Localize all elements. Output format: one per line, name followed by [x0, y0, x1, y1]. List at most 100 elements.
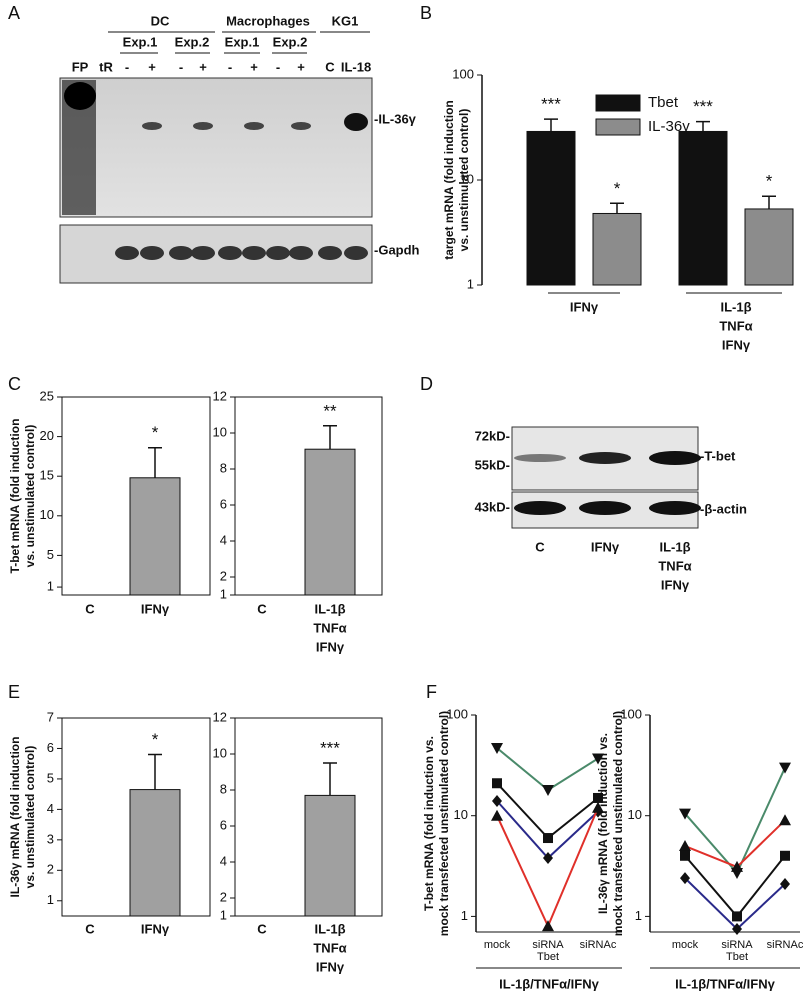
marker	[543, 833, 553, 844]
band-label: -Gapdh	[374, 242, 420, 257]
lane-label: TNFα	[658, 558, 691, 573]
panel-label: E	[8, 682, 20, 702]
marker	[780, 877, 790, 890]
marker	[543, 852, 553, 865]
y-tick-label: 1	[47, 892, 54, 907]
band	[579, 452, 631, 464]
bar	[744, 208, 794, 286]
y-tick-label: 4	[220, 853, 227, 868]
marker	[592, 753, 604, 765]
significance: ***	[541, 95, 561, 114]
bar	[304, 448, 356, 596]
significance: ***	[693, 97, 713, 116]
marker	[680, 850, 690, 861]
y-axis-label: vs. unstimulated control)	[23, 746, 37, 889]
x-tick-label: TNFα	[313, 940, 346, 955]
marker	[679, 808, 691, 820]
band	[191, 246, 215, 260]
y-tick-label: 20	[40, 428, 54, 443]
significance: *	[766, 172, 773, 191]
band	[266, 246, 290, 260]
error-bar	[323, 425, 337, 450]
marker	[732, 922, 742, 935]
band	[344, 246, 368, 260]
band	[169, 246, 193, 260]
y-tick-label: 1	[47, 579, 54, 594]
x-tick-label: IL-1β	[314, 921, 345, 936]
y-tick-label: 10	[460, 171, 474, 186]
significance: **	[323, 401, 337, 420]
band	[289, 246, 313, 260]
y-tick-label: 1	[220, 586, 227, 601]
marker	[679, 840, 691, 852]
band	[193, 122, 213, 130]
y-tick-label: 2	[220, 568, 227, 583]
y-tick-label: 10	[40, 507, 54, 522]
y-tick-label: 6	[47, 740, 54, 755]
y-tick-label: 7	[47, 709, 54, 724]
y-tick-label: 2	[220, 889, 227, 904]
error-bar	[610, 202, 624, 214]
band	[344, 113, 368, 131]
band	[579, 501, 631, 515]
band	[242, 246, 266, 260]
size-marker: 72kD-	[475, 428, 510, 443]
band	[514, 501, 566, 515]
x-axis-label: IL-1β/TNFα/IFNγ	[499, 976, 599, 991]
y-tick-label: 1	[461, 908, 468, 923]
error-bar	[148, 446, 162, 478]
y-tick-label: 5	[47, 770, 54, 785]
y-tick-label: 10	[213, 424, 227, 439]
marker	[680, 872, 690, 885]
band	[64, 82, 96, 110]
legend-label: IL-36γ	[648, 118, 690, 135]
series-line	[684, 767, 786, 875]
x-tick-label: siRNA	[721, 939, 753, 951]
size-marker: 55kD-	[475, 457, 510, 472]
marker	[593, 792, 603, 803]
lane-label: -	[228, 59, 232, 74]
x-tick-label: IFNγ	[316, 959, 345, 974]
band	[318, 246, 342, 260]
x-tick-label: TNFα	[719, 318, 752, 333]
experiment-label: Exp.1	[123, 34, 158, 49]
x-tick-label: siRNA	[532, 939, 564, 951]
marker	[542, 920, 554, 932]
y-axis-label: T-bet mRNA (fold induction vs.	[422, 736, 436, 911]
x-tick-label: siRNAc	[580, 939, 617, 951]
band	[649, 451, 701, 465]
y-axis-label: T-bet mRNA (fold induction	[8, 419, 22, 574]
y-tick-label: 4	[47, 801, 54, 816]
band-label: -β-actin	[700, 501, 747, 516]
marker	[542, 784, 554, 796]
marker	[492, 794, 502, 807]
band	[514, 454, 566, 462]
x-tick-label: siRNAc	[767, 939, 804, 951]
error-bar	[544, 118, 558, 132]
panel-label: F	[426, 682, 437, 702]
legend-swatch	[595, 118, 641, 136]
y-tick-label: 12	[213, 388, 227, 403]
y-tick-label: 25	[40, 388, 54, 403]
error-bar	[762, 195, 776, 209]
y-tick-label: 3	[47, 831, 54, 846]
band	[244, 122, 264, 130]
y-axis-label: mock transfected unstimulated control)	[437, 711, 451, 936]
lane-label: +	[199, 59, 207, 74]
marker	[779, 762, 791, 774]
y-tick-label: 8	[220, 460, 227, 475]
y-axis-label: IL-36γ mRNA (fold induction vs.	[596, 733, 610, 914]
x-tick-label: IFNγ	[722, 337, 751, 352]
lane-label: -	[179, 59, 183, 74]
panel-label: D	[420, 374, 433, 394]
x-tick-label: IFNγ	[570, 299, 599, 314]
bar	[304, 794, 356, 917]
band	[649, 501, 701, 515]
x-tick-label: IFNγ	[141, 921, 170, 936]
y-tick-label: 100	[620, 706, 642, 721]
lane-label: IFNγ	[661, 577, 690, 592]
y-tick-label: 100	[446, 706, 468, 721]
panel-label: B	[420, 3, 432, 23]
y-tick-label: 10	[628, 807, 642, 822]
lane-label: tR	[99, 59, 113, 74]
